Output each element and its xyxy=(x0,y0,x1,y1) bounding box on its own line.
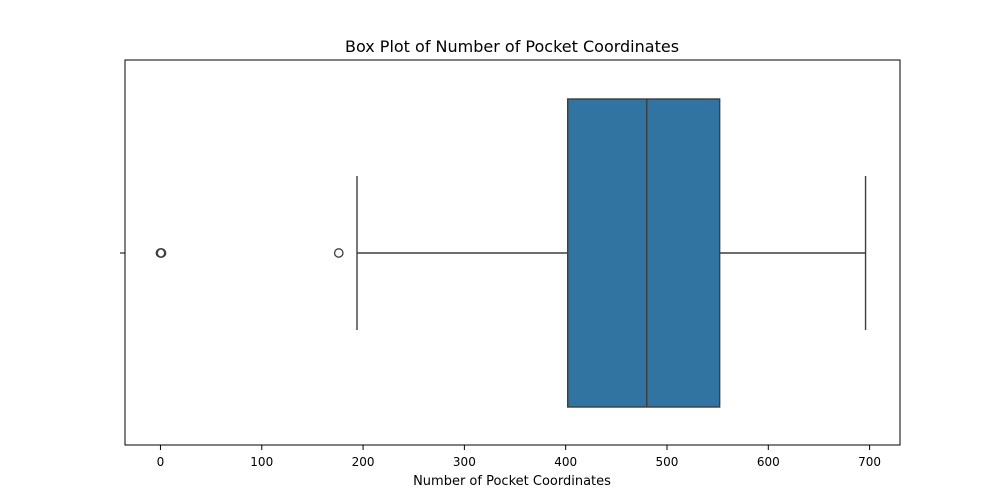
outlier-point xyxy=(333,248,344,258)
x-axis-ticks: 0 100 200 300 400 500 600 700 xyxy=(157,445,881,469)
x-tick-label: 500 xyxy=(656,455,679,469)
x-tick-label: 100 xyxy=(250,455,273,469)
box-plot xyxy=(155,98,867,408)
x-tick-label: 200 xyxy=(352,455,375,469)
iqr-box xyxy=(567,98,721,408)
x-tick-label: 0 xyxy=(157,455,165,469)
x-tick-label: 300 xyxy=(453,455,476,469)
x-axis-label: Number of Pocket Coordinates xyxy=(413,474,611,489)
x-tick-label: 700 xyxy=(858,455,881,469)
x-tick-label: 600 xyxy=(757,455,780,469)
chart-title: Box Plot of Number of Pocket Coordinates xyxy=(345,37,679,56)
outlier-point xyxy=(156,248,167,258)
x-tick-label: 400 xyxy=(554,455,577,469)
